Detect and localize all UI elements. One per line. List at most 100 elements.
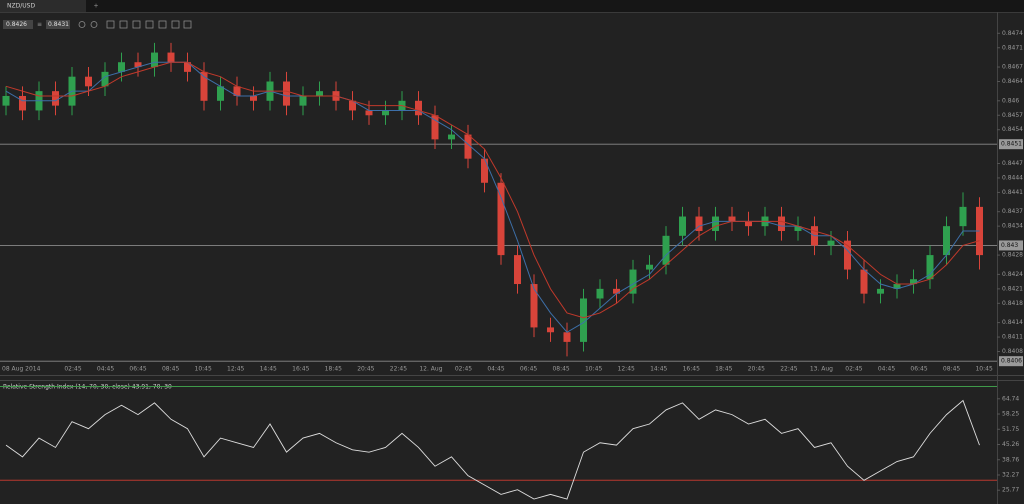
level-label: 0.8406 [1001,358,1022,365]
tab-bar [0,0,1024,12]
x-tick-label: 20:45 [357,366,374,373]
y-tick-label: 32.27 [1002,471,1019,478]
y-tick-label: 58.25 [1002,411,1019,418]
candle-body [613,288,620,294]
ask-box[interactable] [46,20,70,29]
y-tick-label: 0.8447 [1002,160,1023,167]
x-tick-label: 04:45 [878,366,895,373]
rsi-title: Relative Strength Index (14, 70, 30, clo… [3,384,172,391]
candle-body [19,95,26,111]
candle-body [596,288,604,299]
candle-body [893,284,901,289]
candle-body [844,240,851,270]
candle-body [118,62,125,72]
level-label-box [999,356,1023,367]
period-icon[interactable] [106,20,115,29]
rsi-line [5,399,980,500]
x-tick-label: 02:45 [845,366,862,373]
x-tick-label: 20:45 [748,366,765,373]
x-tick-label: 04:45 [487,366,504,373]
x-tick-label: 18:45 [715,366,732,373]
candle-body [877,288,884,294]
candle-body [464,134,472,159]
y-tick-label: 0.8441 [1002,189,1023,196]
candle-body [134,62,142,68]
bid: 0.8426 [6,21,27,28]
candle-body [629,269,637,294]
candle-body [778,216,785,231]
y-tick-label: 0.8421 [1002,285,1023,292]
candle-body [547,327,554,333]
candle-body [860,269,868,294]
y-tick-label: 38.76 [1002,456,1019,463]
candle-body [695,216,703,231]
candle-body [2,95,10,106]
bid-box[interactable] [3,20,33,29]
bars-icon[interactable] [132,20,141,29]
y-tick-label: 0.8411 [1002,334,1023,341]
chart-type-icon[interactable] [119,20,128,29]
candle-body [580,298,587,342]
ask: 0.8431 [48,21,69,28]
candle-body [514,255,521,285]
candle-body [646,264,653,270]
templates-icon[interactable] [158,20,167,29]
x-tick-label: 02:45 [455,366,472,373]
y-tick-label: 0.8464 [1002,78,1023,85]
zoom-out[interactable] [90,21,98,28]
candle-body [431,115,439,140]
y-tick-label: 0.8444 [1002,174,1023,181]
x-tick-label: 16:45 [683,366,700,373]
candle-body [728,216,736,222]
x-tick-label: 13. Aug [810,366,833,373]
candle-body [382,110,389,116]
candle-body [745,221,752,227]
candle-body [85,76,92,87]
candle-body [415,100,422,116]
candle-body [151,52,158,68]
level-label-box [999,240,1023,251]
candle-body [299,95,307,106]
separator-icon: ≡ [37,21,42,28]
level-label: 0.8451 [1001,141,1022,148]
moving-average [5,61,980,333]
cursor-icon[interactable] [183,20,192,29]
x-tick-label: 08:45 [162,366,179,373]
y-tick-label: 0.8428 [1002,252,1023,259]
y-tick-label: 0.846 [1002,97,1019,104]
y-tick-label: 25.77 [1002,487,1019,494]
candle-body [349,100,356,111]
x-tick-label: 10:45 [585,366,602,373]
y-tick-label: 0.8467 [1002,64,1023,71]
x-tick-label: 12:45 [227,366,244,373]
y-tick-label: 0.8434 [1002,223,1023,230]
y-tick-label: 0.8414 [1002,319,1023,326]
y-tick-label: 0.8437 [1002,208,1023,215]
candle-body [959,206,967,227]
candle-body [481,158,488,183]
candle-body [184,62,191,72]
x-tick-label: 22:45 [780,366,797,373]
candle-body [233,86,241,96]
candle-body [101,71,109,87]
y-tick-label: 51.75 [1002,426,1019,433]
indicators-icon[interactable] [145,20,154,29]
y-tick-label: 0.8474 [1002,30,1023,37]
x-tick-label: 12. Aug [419,366,442,373]
add-tab[interactable]: + [93,3,98,10]
x-tick-label: 08 Aug 2014 [2,366,41,373]
y-tick-label: 0.8454 [1002,126,1023,133]
level-label-box [999,139,1023,150]
x-tick-label: 08:45 [943,366,960,373]
drawing-icon[interactable] [171,20,180,29]
x-tick-label: 06:45 [910,366,927,373]
x-tick-label: 10:45 [195,366,212,373]
x-tick-label: 02:45 [64,366,81,373]
tab[interactable] [0,0,86,12]
candle-body [316,91,323,96]
candle-body [794,226,802,231]
candle-body [217,86,224,101]
candle-body [827,240,835,246]
zoom-in[interactable] [78,21,86,28]
x-tick-label: 22:45 [390,366,407,373]
